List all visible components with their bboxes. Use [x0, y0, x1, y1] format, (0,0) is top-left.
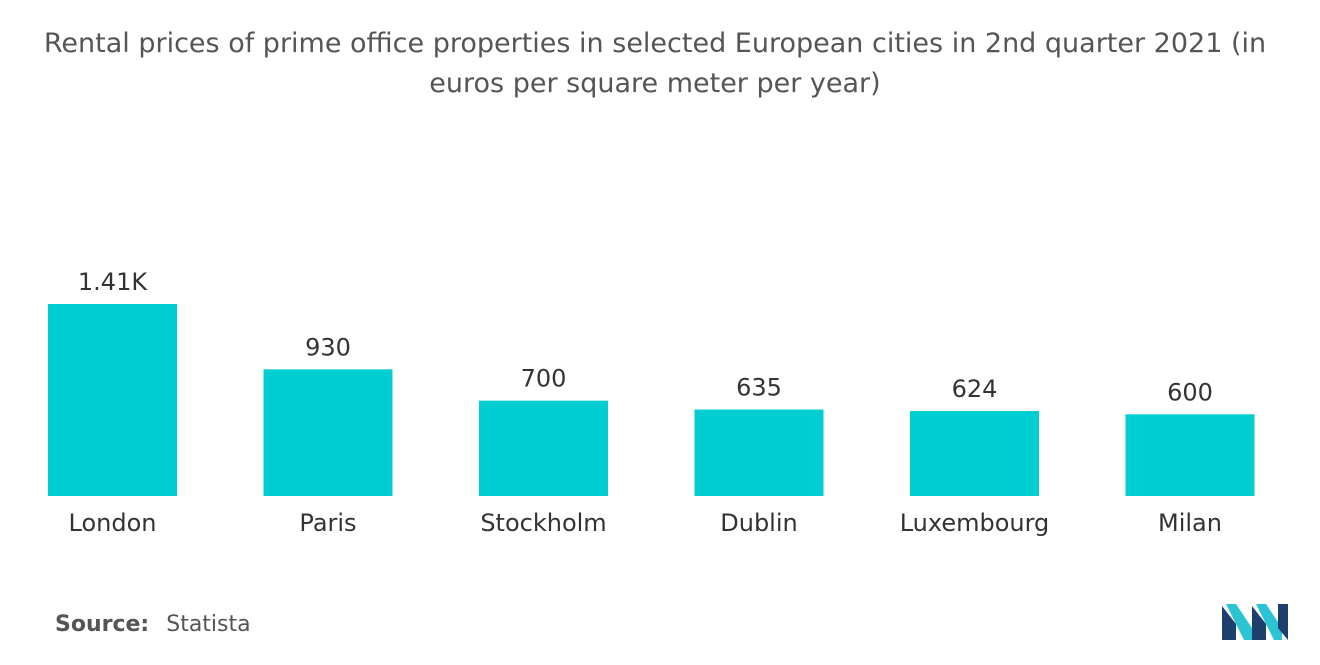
data-label-dublin: 635	[736, 374, 782, 402]
data-label-stockholm: 700	[521, 365, 567, 393]
x-tick-label-milan: Milan	[1158, 509, 1222, 537]
bar-dublin	[694, 409, 824, 496]
source-value: Statista	[166, 612, 251, 637]
mordor-intelligence-logo-icon	[1222, 604, 1288, 640]
bar-london	[48, 304, 177, 496]
data-label-london: 1.41K	[78, 268, 148, 296]
x-tick-label-paris: Paris	[299, 509, 356, 537]
bar-paris	[263, 369, 393, 496]
bar-milan	[1125, 414, 1255, 496]
bar-stockholm	[479, 400, 608, 496]
x-tick-label-stockholm: Stockholm	[480, 509, 606, 537]
data-label-milan: 600	[1167, 378, 1213, 406]
data-label-paris: 930	[305, 333, 351, 361]
source-label: Source:	[55, 612, 150, 637]
bar-luxembourg	[910, 411, 1039, 496]
x-tick-label-luxembourg: Luxembourg	[900, 509, 1050, 537]
source-note: Source: Statista	[55, 612, 251, 637]
data-label-luxembourg: 624	[952, 375, 998, 403]
x-tick-label-dublin: Dublin	[720, 509, 797, 537]
x-tick-label-london: London	[69, 509, 157, 537]
chart-title: Rental prices of prime office properties…	[43, 28, 1267, 99]
